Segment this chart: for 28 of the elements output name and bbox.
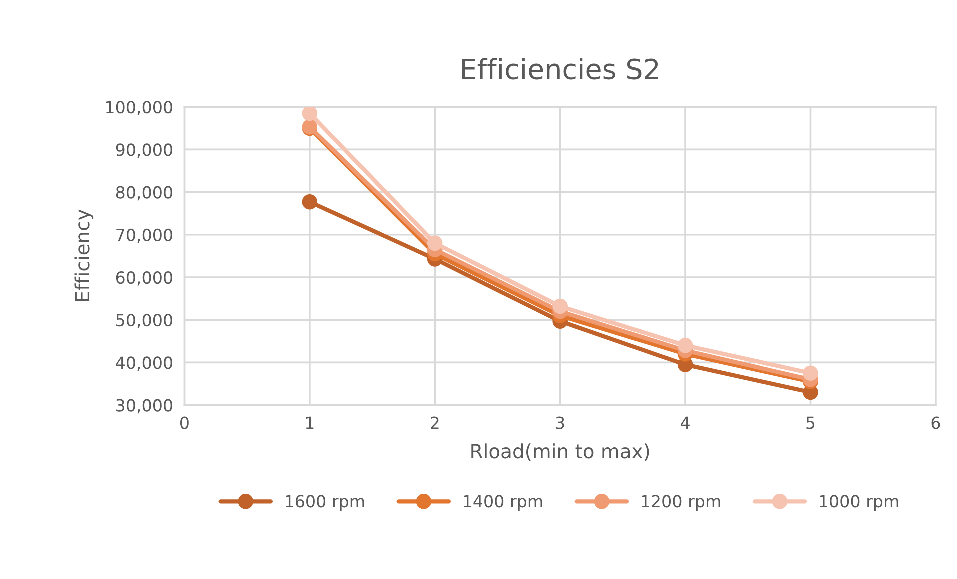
- y-tick-label: 60,000: [116, 271, 172, 286]
- point: [302, 107, 318, 122]
- point: [803, 366, 818, 381]
- x-tick-label: 1: [306, 416, 314, 430]
- point: [552, 298, 568, 314]
- y-tick-label: 50,000: [116, 314, 172, 328]
- x-tick-label: 4: [681, 416, 690, 430]
- y-tick-label: 100,000: [106, 101, 172, 116]
- y-axis-title: Efficiency: [74, 210, 94, 302]
- y-tick-label: 70,000: [116, 228, 172, 244]
- x-tick-label: 5: [806, 416, 815, 430]
- y-tick-label: 30,000: [116, 399, 172, 414]
- legend-label: 1200 rpm: [642, 495, 720, 511]
- point: [302, 194, 318, 210]
- y-tick-label: 90,000: [116, 144, 172, 158]
- point: [678, 338, 694, 354]
- y-tick-label: 80,000: [116, 186, 172, 201]
- point: [427, 236, 443, 252]
- y-tick-label: 40,000: [116, 356, 172, 371]
- x-tick-label: 2: [431, 416, 439, 430]
- x-tick-label: 0: [180, 416, 189, 430]
- chart-title: Efficiencies S2: [462, 58, 658, 80]
- legend-label: 1000 rpm: [820, 495, 898, 511]
- legend-label: 1400 rpm: [464, 495, 542, 511]
- x-tick-label: 6: [932, 416, 940, 430]
- x-tick-label: 3: [556, 416, 564, 430]
- legend-label: 1600 rpm: [286, 495, 364, 511]
- x-axis-title: Rload(min to max): [472, 444, 650, 461]
